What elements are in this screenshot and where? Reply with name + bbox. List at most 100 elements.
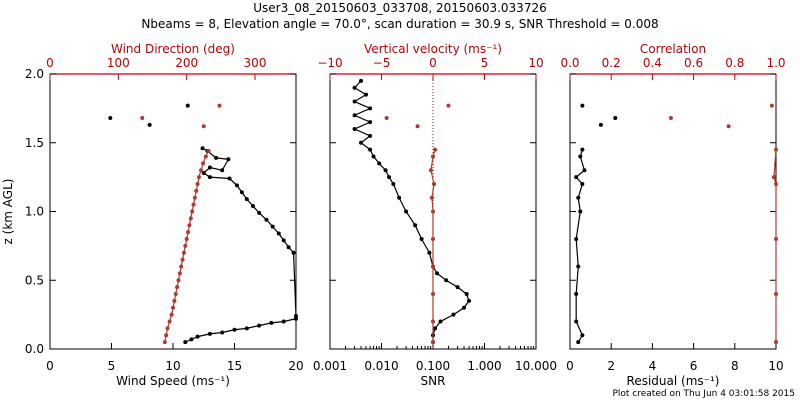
panel-3-top-tick-label: 0.0 [560,56,579,70]
panel-3-top-tick-label: 0.8 [725,56,744,70]
panel-2-top-tick-label: −10 [317,56,342,70]
panel-1-series-2-point [180,257,185,262]
panel-2-series-0-point [368,106,373,111]
panel-3-series-2-point [774,292,778,296]
y-tick-label: 2.0 [25,67,44,81]
panel-1-series-2-point [164,333,169,338]
panel-1-series-2-point [201,161,206,166]
title-line-1: User3_08_20150603_033708, 20150603.03372… [253,1,546,15]
panel-1-series-2-point [187,223,192,228]
panel-1-series-0-point [189,337,194,342]
panel-2-top-tick-label: 5 [481,56,489,70]
panel-1-series-0-point [264,217,269,222]
panel-3-frame [569,73,777,350]
panel-2-series-1-point [429,195,434,200]
panel-1-series-0-point [250,204,255,208]
panel-3-series-3-point [769,103,774,108]
panel-2-series-1-point [431,292,435,296]
panel-2-top-tick-label: 0 [429,56,437,70]
panel-2-top-label: Vertical velocity (ms⁻¹) [364,42,502,56]
panel-2-series-0-point [383,168,388,173]
panel-3-xtick-label: 0 [566,359,574,373]
panel-2-series-0-point [413,223,418,228]
panel-1-series-3-point [201,124,206,129]
panel-2-series-0-point [427,250,432,255]
panel-1-top-tick-label: 100 [107,56,130,70]
panel-1-series-0-point [207,165,212,170]
panel-3-series-2-line [773,149,777,343]
panel-2-series-1-point [431,237,435,241]
panel-3-series-0-point [576,340,581,345]
panel-1-series-2-point [171,305,175,310]
panel-1-series-2-point [195,182,200,186]
panel-1-xtick-label: 10 [165,359,180,373]
panel-2-series-0-point [464,292,469,296]
panel-2-series-1-point [431,340,435,345]
panel-1-series-2-point [190,209,195,214]
panel-2-xtick-label: 0.001 [313,359,347,373]
panel-3-series-1-point [613,116,618,120]
panel-3-series-0-point [580,333,585,338]
panel-3-series-3-point [726,124,731,129]
panel-1-series-0-point [276,231,281,236]
panel-2-series-0-point [462,305,467,310]
panel-1-series-2-point [196,175,201,180]
panel-2-xtick-label: 0.100 [416,359,450,373]
panel-3-xtick-label: 6 [690,359,698,373]
panel-3-top-tick-label: 0.6 [684,56,703,70]
panel-3-xtick-label: 4 [649,359,657,373]
panel-3-series-0-point [580,147,585,152]
panel-2-series-0-point [368,147,373,152]
y-tick-label: 1.5 [25,136,44,150]
panel-1-series-0-point [257,323,262,328]
panel-1-series-2-point [179,264,184,269]
y-axis-label: z (km AGL) [1,179,15,245]
panel-1-series-2-point [165,326,170,331]
panel-1-series-2-point [173,292,178,296]
panel-1-xlabel: Wind Speed (ms⁻¹) [116,374,230,388]
panel-1-top-tick-label: 200 [175,56,198,70]
panel-1-series-0-point [201,171,206,175]
panel-2-series-1-point [431,319,435,324]
panel-1-series-0-point [234,183,239,188]
title-line-2: Nbeams = 8, Elevation angle = 70.0°, sca… [141,17,658,31]
panel-2-series-0-point [377,161,382,166]
panel-1-series-2-point [176,278,181,283]
panel-2-series-1-point [428,168,433,173]
panel-1-series-1-point [108,116,113,120]
panel-1-series-2-point [175,285,180,290]
panel-1-series-2-point [186,230,191,235]
panel-1-top-label: Wind Direction (deg) [111,42,235,56]
panel-2-xtick-label: 10.000 [515,359,557,373]
panel-2-series-0-point [404,209,409,214]
panel-2-series-0-point [352,99,357,104]
panel-2-xlabel: SNR [421,374,446,388]
panel-2-series-0-point [359,140,364,145]
panel-2-series-1-point [431,154,435,159]
panel-3-series-0-point [574,319,579,324]
y-tick-label: 0.5 [25,273,44,287]
panel-1-series-2-point [194,188,199,193]
panel-3-series-0-point [576,264,581,269]
panel-3-series-0-point [578,154,583,159]
panel-2-xtick-label: 0.010 [364,359,398,373]
panel-3-top-tick-label: 1.0 [766,56,785,70]
panel-1-series-0-point [269,320,274,325]
panel-3-series-2-point [774,147,778,152]
panel-3-series-2-point [774,340,778,345]
panel-3-series-2-point [774,182,778,186]
panel-1-series-1-point [185,103,190,108]
panel-2-series-2-point [415,124,420,129]
panel-2-series-0-point [451,312,456,317]
panel-2-series-0-point [387,175,392,180]
panel-3-series-0-point [574,175,579,180]
panel-2-series-1-point [433,147,438,152]
panel-3-series-2-point [774,237,778,241]
panel-1-series-0-point [281,238,286,243]
panel-1-series-2-point [206,149,211,153]
panel-1-series-0-point [227,176,232,181]
panel-1-series-0-point [244,326,249,331]
panel-1-series-3-point [140,116,145,120]
panel-1-series-2-point [181,250,186,255]
